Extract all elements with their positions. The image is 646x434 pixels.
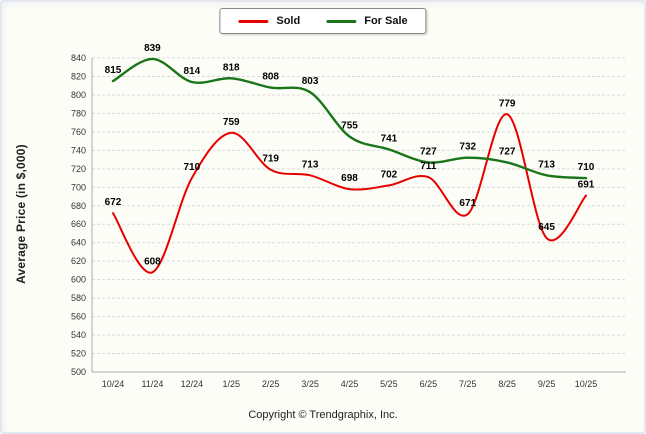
data-label: 741	[381, 133, 398, 144]
x-tick-label: 10/24	[102, 379, 125, 389]
data-label: 779	[499, 98, 516, 109]
y-tick-label: 700	[71, 182, 86, 192]
data-label: 808	[262, 72, 279, 83]
y-tick-label: 640	[71, 238, 86, 248]
y-tick-label: 620	[71, 256, 86, 266]
x-tick-label: 12/24	[181, 379, 204, 389]
x-tick-label: 10/25	[575, 379, 598, 389]
x-tick-label: 2/25	[262, 379, 280, 389]
y-tick-label: 680	[71, 201, 86, 211]
y-tick-label: 760	[71, 127, 86, 137]
y-tick-label: 840	[71, 53, 86, 63]
x-tick-label: 9/25	[538, 379, 556, 389]
data-label: 710	[578, 162, 595, 173]
data-label: 713	[538, 159, 555, 170]
y-tick-label: 600	[71, 275, 86, 285]
data-label: 608	[144, 256, 161, 267]
x-tick-label: 1/25	[222, 379, 240, 389]
y-tick-label: 800	[71, 90, 86, 100]
data-label: 672	[105, 197, 122, 208]
x-tick-label: 5/25	[380, 379, 398, 389]
legend-item-sold: Sold	[238, 15, 300, 27]
x-tick-label: 8/25	[498, 379, 516, 389]
data-label: 711	[420, 161, 437, 172]
data-label: 815	[105, 65, 122, 76]
legend-label-for-sale: For Sale	[364, 15, 408, 27]
legend: Sold For Sale	[219, 8, 427, 34]
data-label: 713	[302, 159, 319, 170]
data-label: 727	[499, 146, 516, 157]
y-tick-label: 660	[71, 219, 86, 229]
y-tick-label: 720	[71, 164, 86, 174]
y-tick-label: 500	[71, 367, 86, 377]
for-sale-line	[111, 57, 588, 180]
y-tick-label: 820	[71, 71, 86, 81]
x-tick-label: 4/25	[341, 379, 359, 389]
y-tick-label: 780	[71, 108, 86, 118]
data-label: 839	[144, 43, 161, 54]
data-label: 818	[223, 62, 240, 73]
data-label: 814	[183, 66, 200, 77]
legend-label-sold: Sold	[276, 15, 301, 27]
x-tick-label: 3/25	[301, 379, 319, 389]
sold-line-swatch-icon	[238, 19, 269, 23]
data-label: 645	[538, 222, 555, 233]
data-label: 671	[459, 198, 476, 209]
sold-line	[112, 113, 587, 274]
y-tick-label: 560	[71, 312, 86, 322]
data-label: 702	[381, 169, 398, 180]
data-label: 732	[459, 142, 476, 153]
data-label: 755	[341, 121, 358, 132]
y-tick-label: 520	[71, 349, 86, 359]
data-label: 710	[183, 162, 200, 173]
y-tick-label: 540	[71, 330, 86, 340]
data-label: 719	[262, 154, 279, 165]
data-label: 727	[420, 146, 437, 157]
legend-item-for-sale: For Sale	[326, 15, 408, 27]
y-tick-label: 580	[71, 293, 86, 303]
y-tick-label: 740	[71, 145, 86, 155]
copyright-text: Copyright © Trendgraphix, Inc.	[248, 409, 398, 421]
for-sale-line-swatch-icon	[326, 19, 357, 23]
x-tick-label: 6/25	[420, 379, 438, 389]
data-label: 759	[223, 117, 240, 128]
data-label: 698	[341, 173, 358, 184]
x-tick-label: 7/25	[459, 379, 477, 389]
data-label: 691	[578, 180, 595, 191]
data-label: 803	[302, 76, 319, 87]
x-tick-label: 11/24	[141, 379, 163, 389]
y-axis-title: Average Price (in $,000)	[14, 144, 28, 284]
